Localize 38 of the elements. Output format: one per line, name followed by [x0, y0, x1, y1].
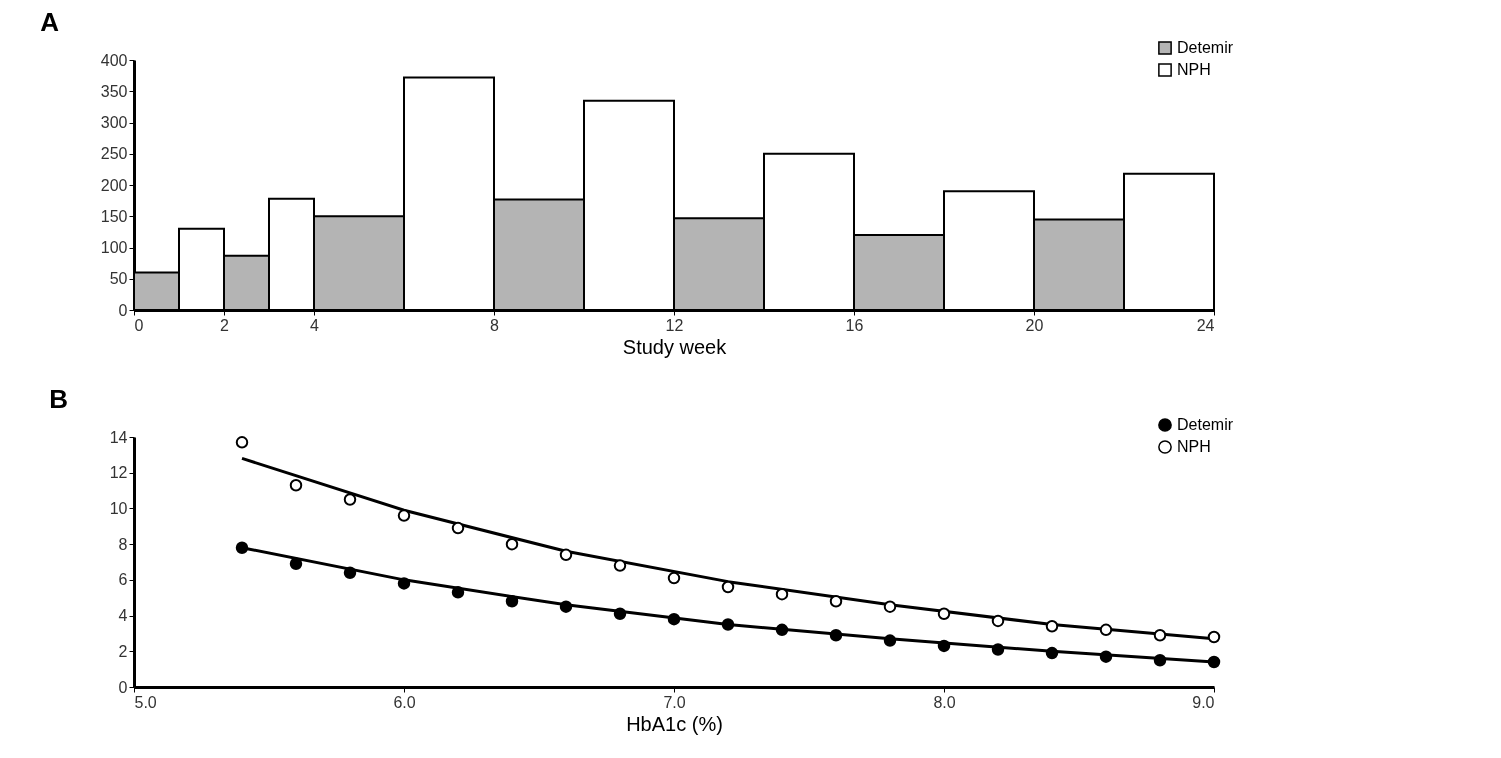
x-tick-label: 8.0 — [933, 693, 956, 711]
x-tick-label: 5.0 — [134, 693, 157, 711]
y-tick-label: 150 — [100, 207, 128, 225]
x-tick-label: 12 — [665, 316, 684, 334]
y-tick-label: 50 — [109, 270, 128, 288]
y-tick-label: 10 — [109, 499, 128, 517]
y-tick-label: 100 — [100, 239, 128, 256]
x-axis-title: Study week — [622, 335, 728, 358]
x-tick-label: 16 — [845, 316, 864, 334]
x-tick-label: 2 — [220, 316, 230, 334]
y-tick-label: 0 — [118, 678, 128, 696]
legend-label: NPH — [1177, 61, 1211, 78]
y-tick-label: 8 — [118, 535, 128, 553]
legend-label: Detemir — [1177, 416, 1234, 433]
y-tick-label: 0 — [118, 301, 128, 319]
x-tick-label: 9.0 — [1192, 693, 1215, 711]
y-tick-label: 300 — [100, 114, 128, 131]
y-tick-label: 12 — [109, 464, 128, 482]
y-tick-label: 400 — [100, 51, 128, 69]
y-tick-label: 6 — [118, 571, 128, 589]
y-tick-label: 4 — [118, 607, 128, 625]
x-tick-label: 0 — [134, 316, 144, 334]
y-tick-label: 2 — [118, 642, 128, 660]
legend-label: NPH — [1177, 438, 1211, 455]
x-tick-label: 20 — [1025, 316, 1044, 334]
x-tick-label: 7.0 — [663, 693, 686, 711]
chart-title: B — [49, 384, 68, 414]
y-tick-label: 350 — [100, 82, 128, 100]
x-tick-label: 4 — [310, 316, 320, 334]
legend-label: Detemir — [1177, 39, 1234, 56]
x-tick-label: 8 — [490, 316, 500, 334]
x-tick-label: 6.0 — [393, 693, 416, 711]
chart-title: A — [40, 7, 60, 37]
x-axis-title: HbA1c (%) — [626, 712, 723, 735]
y-tick-label: 200 — [100, 176, 128, 194]
x-tick-label: 24 — [1196, 316, 1215, 334]
y-tick-label: 250 — [100, 145, 128, 163]
y-tick-label: 14 — [109, 428, 128, 446]
